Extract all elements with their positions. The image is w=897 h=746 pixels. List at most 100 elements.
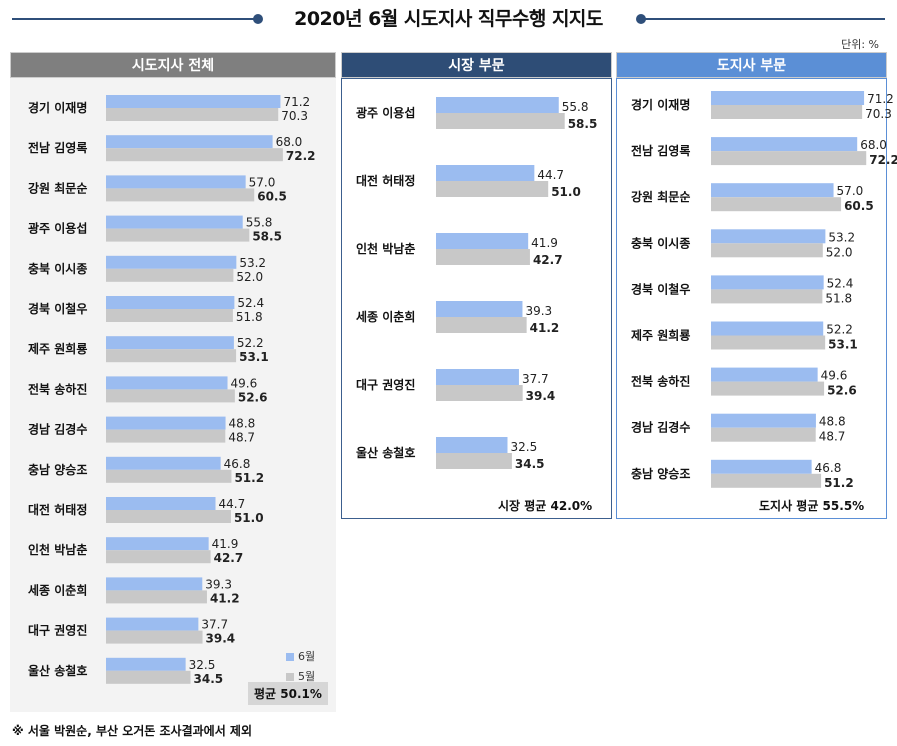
legend-may-label: 5월 <box>298 670 316 683</box>
value-may-mayor-5: 34.5 <box>515 457 545 471</box>
bar-june-mayor-3 <box>436 301 523 317</box>
bar-may-mayor-2 <box>436 249 530 265</box>
row-label-mayor-1: 대전 허태정 <box>356 173 415 188</box>
title-line-left <box>12 18 262 20</box>
bar-june-all-7 <box>106 376 228 390</box>
bar-may-all-11 <box>106 550 211 564</box>
value-may-all-6: 53.1 <box>239 350 269 364</box>
bar-june-mayor-5 <box>436 437 508 453</box>
bar-june-all-1 <box>106 135 273 149</box>
bar-may-governor-8 <box>711 473 822 488</box>
value-may-governor-0: 70.3 <box>865 107 892 121</box>
bar-june-mayor-4 <box>436 369 519 385</box>
row-label-mayor-4: 대구 권영진 <box>356 377 415 392</box>
panel-all: 경기 이재명 71.2 70.3 전남 김영록 68.0 72.2 강원 최문순 57.0 60… <box>10 78 336 712</box>
row-label-all-12: 세종 이춘희 <box>28 582 87 597</box>
value-june-all-5: 52.4 <box>237 296 264 310</box>
value-june-mayor-0: 55.8 <box>562 100 589 114</box>
bar-may-mayor-5 <box>436 453 512 469</box>
bar-may-governor-4 <box>711 289 823 304</box>
value-may-all-8: 48.7 <box>228 431 255 445</box>
bar-may-mayor-1 <box>436 181 549 197</box>
value-june-governor-7: 48.8 <box>819 415 846 429</box>
bar-june-all-12 <box>106 577 203 591</box>
bar-may-all-10 <box>106 510 231 523</box>
bar-june-governor-0 <box>711 91 865 105</box>
legend-may-swatch <box>286 673 294 681</box>
bar-may-all-13 <box>106 630 203 644</box>
row-label-all-6: 제주 원희룡 <box>28 341 87 356</box>
value-may-governor-2: 60.5 <box>844 199 874 213</box>
bar-may-all-0 <box>106 108 279 121</box>
panel-mayor: 광주 이용섭 55.8 58.5 대전 허태정 44.7 51.0 인천 박남춘 41.9 42… <box>341 78 612 519</box>
legend-may: 5월 <box>286 668 315 684</box>
bar-may-all-14 <box>106 670 191 684</box>
average-governor: 도지사 평균 55.5% <box>759 499 865 513</box>
value-may-mayor-2: 42.7 <box>533 253 563 267</box>
value-may-governor-1: 72.2 <box>869 153 897 167</box>
bar-june-all-3 <box>106 215 243 229</box>
row-label-governor-8: 충남 양승조 <box>631 466 690 481</box>
bar-may-all-1 <box>106 148 283 162</box>
panel-governor: 경기 이재명 71.2 70.3 전남 김영록 68.0 72.2 강원 최문순 57.0 60… <box>616 78 897 519</box>
chart-mayor: 광주 이용섭 55.8 58.5 대전 허태정 44.7 51.0 인천 박남춘 41.9 42… <box>356 97 597 471</box>
bar-june-all-2 <box>106 175 246 189</box>
panel-governor-header: 도지사 부문 <box>616 52 887 78</box>
legend-june-label: 6월 <box>298 650 316 663</box>
row-label-mayor-2: 인천 박남춘 <box>356 241 415 256</box>
value-june-governor-4: 52.4 <box>827 276 854 290</box>
row-label-all-1: 전남 김영록 <box>28 140 87 155</box>
value-june-governor-1: 68.0 <box>860 138 887 152</box>
row-label-mayor-3: 세종 이춘희 <box>356 309 415 324</box>
bar-may-governor-1 <box>711 151 867 166</box>
bar-june-all-10 <box>106 497 216 510</box>
unit-label: 단위: % <box>841 38 879 51</box>
value-june-all-11: 41.9 <box>212 537 239 551</box>
value-may-all-2: 60.5 <box>257 189 287 203</box>
bar-may-all-3 <box>106 228 250 242</box>
bar-june-governor-5 <box>711 321 824 336</box>
value-may-all-13: 39.4 <box>206 632 236 646</box>
bar-may-all-4 <box>106 268 234 282</box>
average-all: 평균 50.1% <box>248 682 328 705</box>
bar-may-governor-0 <box>711 105 863 119</box>
row-label-all-0: 경기 이재명 <box>28 100 87 115</box>
value-may-all-9: 51.2 <box>234 471 264 485</box>
value-june-all-3: 55.8 <box>246 216 273 230</box>
row-label-all-2: 강원 최문순 <box>28 180 87 195</box>
value-june-governor-3: 53.2 <box>828 230 855 244</box>
row-label-governor-2: 강원 최문순 <box>631 189 690 204</box>
value-may-all-7: 52.6 <box>238 390 268 404</box>
bar-june-mayor-0 <box>436 97 559 113</box>
bar-june-all-5 <box>106 296 235 309</box>
bar-may-all-2 <box>106 188 255 202</box>
value-june-all-1: 68.0 <box>276 135 303 149</box>
value-june-governor-2: 57.0 <box>837 184 864 198</box>
legend-june: 6월 <box>286 648 315 664</box>
value-june-governor-8: 46.8 <box>815 461 842 475</box>
row-label-governor-1: 전남 김영록 <box>631 143 690 158</box>
bar-may-mayor-3 <box>436 317 527 333</box>
bar-june-governor-6 <box>711 367 818 382</box>
row-label-all-14: 울산 송철호 <box>28 663 87 678</box>
bar-june-all-9 <box>106 456 221 470</box>
value-june-mayor-5: 32.5 <box>511 440 538 454</box>
row-label-governor-6: 전북 송하진 <box>631 374 690 389</box>
row-label-all-3: 광주 이용섭 <box>28 221 87 236</box>
bar-june-governor-4 <box>711 275 824 290</box>
row-label-governor-7: 경남 김경수 <box>631 420 690 435</box>
row-label-mayor-5: 울산 송철호 <box>356 445 415 460</box>
bar-may-all-7 <box>106 389 235 403</box>
bar-june-mayor-2 <box>436 233 529 249</box>
row-label-all-13: 대구 권영진 <box>28 623 87 638</box>
value-may-all-12: 41.2 <box>210 591 240 605</box>
row-label-mayor-0: 광주 이용섭 <box>356 105 415 120</box>
value-may-mayor-4: 39.4 <box>526 389 556 403</box>
bar-may-all-5 <box>106 309 233 322</box>
value-may-all-4: 52.0 <box>236 270 263 284</box>
average-mayor: 시장 평균 42.0% <box>498 499 593 513</box>
value-may-governor-7: 48.7 <box>819 430 846 444</box>
value-june-all-8: 48.8 <box>229 417 256 431</box>
row-label-governor-5: 제주 원희룡 <box>631 328 690 343</box>
value-may-all-0: 70.3 <box>281 109 308 123</box>
